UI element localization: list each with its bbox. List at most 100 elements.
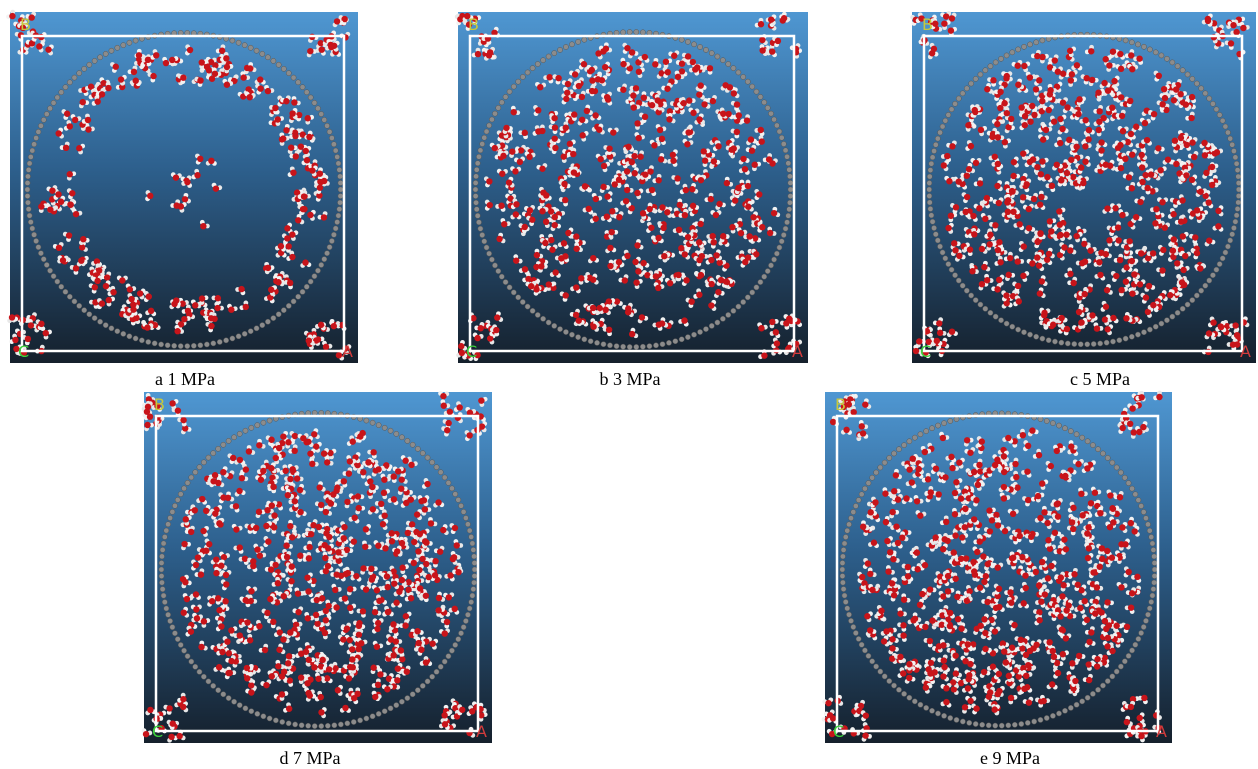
oxygen-atom: [94, 278, 100, 284]
oxygen-atom: [731, 145, 737, 151]
wall-atom: [59, 90, 64, 95]
wall-atom: [546, 54, 551, 59]
oxygen-atom: [745, 204, 751, 210]
oxygen-atom: [697, 221, 703, 227]
oxygen-atom: [1179, 279, 1185, 285]
oxygen-atom: [243, 304, 249, 310]
wall-atom: [206, 455, 211, 460]
wall-atom: [185, 480, 190, 485]
oxygen-atom: [323, 344, 329, 350]
oxygen-atom: [549, 247, 555, 253]
wall-atom: [87, 62, 92, 67]
wall-atom: [929, 213, 934, 218]
wall-atom: [25, 187, 30, 192]
oxygen-atom: [43, 330, 49, 336]
oxygen-atom: [370, 449, 376, 455]
oxygen-atom: [1095, 89, 1101, 95]
wall-atom: [217, 339, 222, 344]
oxygen-atom: [180, 74, 186, 80]
oxygen-atom: [119, 277, 125, 283]
oxygen-atom: [990, 77, 996, 83]
oxygen-atom: [658, 156, 664, 162]
oxygen-atom: [1073, 144, 1079, 150]
oxygen-atom: [262, 647, 268, 653]
oxygen-atom: [631, 153, 637, 159]
oxygen-atom: [1010, 173, 1016, 179]
wall-atom: [511, 290, 516, 295]
oxygen-atom: [1191, 154, 1197, 160]
oxygen-atom: [1037, 201, 1043, 207]
oxygen-atom: [1026, 225, 1032, 231]
oxygen-atom: [581, 61, 587, 67]
oxygen-atom: [301, 193, 307, 199]
wall-atom: [535, 61, 540, 66]
oxygen-atom: [105, 85, 111, 91]
oxygen-atom: [92, 284, 98, 290]
wall-atom: [736, 304, 741, 309]
oxygen-atom: [956, 253, 962, 259]
oxygen-atom: [145, 57, 151, 63]
oxygen-atom: [616, 177, 622, 183]
oxygen-atom: [979, 246, 985, 252]
wall-atom: [469, 534, 474, 539]
oxygen-atom: [356, 632, 362, 638]
wall-atom: [927, 187, 932, 192]
oxygen-atom: [130, 306, 136, 312]
oxygen-atom: [696, 239, 702, 245]
oxygen-atom: [437, 549, 443, 555]
wall-atom: [685, 335, 690, 340]
wall-atom: [1135, 332, 1140, 337]
wall-atom: [496, 268, 501, 273]
wall-atom: [969, 293, 974, 298]
oxygen-atom: [995, 247, 1001, 253]
wall-atom: [726, 61, 731, 66]
oxygen-atom: [593, 216, 599, 222]
oxygen-atom: [579, 94, 585, 100]
oxygen-atom: [535, 107, 541, 113]
wall-atom: [51, 100, 56, 105]
oxygen-atom: [1080, 180, 1086, 186]
wall-atom: [41, 257, 46, 262]
wall-atom: [480, 232, 485, 237]
wall-atom: [226, 695, 231, 700]
wall-atom: [25, 174, 30, 179]
wall-atom: [1194, 293, 1199, 298]
wall-atom: [503, 94, 508, 99]
wall-atom: [236, 40, 241, 45]
wall-atom: [960, 91, 965, 96]
oxygen-atom: [293, 153, 299, 159]
wall-atom: [458, 503, 463, 508]
wall-atom: [338, 193, 343, 198]
oxygen-atom: [992, 222, 998, 228]
wall-atom: [471, 547, 476, 552]
wall-atom: [249, 425, 254, 430]
oxygen-atom: [584, 108, 590, 114]
wall-atom: [36, 245, 41, 250]
wall-atom: [983, 306, 988, 311]
oxygen-atom: [118, 76, 124, 82]
oxygen-atom: [475, 51, 481, 57]
wall-atom: [1153, 50, 1158, 55]
oxygen-atom: [136, 52, 142, 58]
oxygen-atom: [133, 315, 139, 321]
oxygen-atom: [198, 644, 204, 650]
oxygen-atom: [696, 292, 702, 298]
oxygen-atom: [1026, 206, 1032, 212]
oxygen-atom: [1070, 280, 1076, 286]
wall-atom: [929, 161, 934, 166]
wall-atom: [291, 299, 296, 304]
oxygen-atom: [1067, 247, 1073, 253]
wall-atom: [410, 442, 415, 447]
wall-atom: [569, 42, 574, 47]
oxygen-atom: [493, 327, 499, 333]
oxygen-atom: [604, 213, 610, 219]
oxygen-atom: [341, 478, 347, 484]
wall-atom: [787, 174, 792, 179]
oxygen-atom: [1039, 98, 1045, 104]
oxygen-atom: [1094, 325, 1100, 331]
wall-atom: [467, 528, 472, 533]
wall-atom: [470, 541, 475, 546]
wall-atom: [67, 294, 72, 299]
wall-atom: [1027, 42, 1032, 47]
wall-atom: [474, 207, 479, 212]
